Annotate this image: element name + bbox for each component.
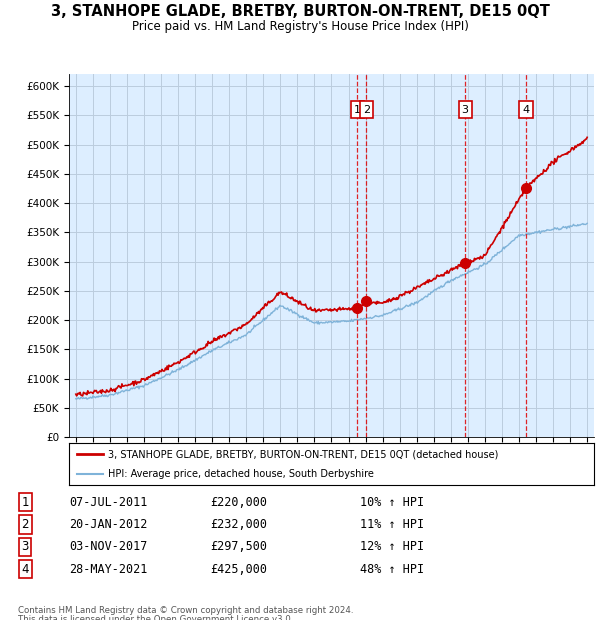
Text: 3: 3: [22, 541, 29, 553]
Text: 03-NOV-2017: 03-NOV-2017: [69, 541, 148, 553]
Text: 2: 2: [363, 105, 370, 115]
Text: 28-MAY-2021: 28-MAY-2021: [69, 563, 148, 575]
Text: 1: 1: [22, 496, 29, 508]
Text: 3: 3: [461, 105, 469, 115]
Text: 4: 4: [523, 105, 530, 115]
Text: 11% ↑ HPI: 11% ↑ HPI: [360, 518, 424, 531]
Text: HPI: Average price, detached house, South Derbyshire: HPI: Average price, detached house, Sout…: [109, 469, 374, 479]
Text: Contains HM Land Registry data © Crown copyright and database right 2024.: Contains HM Land Registry data © Crown c…: [18, 606, 353, 616]
Text: 10% ↑ HPI: 10% ↑ HPI: [360, 496, 424, 508]
Text: 07-JUL-2011: 07-JUL-2011: [69, 496, 148, 508]
Text: 48% ↑ HPI: 48% ↑ HPI: [360, 563, 424, 575]
Text: 1: 1: [354, 105, 361, 115]
Text: 4: 4: [22, 563, 29, 575]
Text: 12% ↑ HPI: 12% ↑ HPI: [360, 541, 424, 553]
Text: £232,000: £232,000: [210, 518, 267, 531]
Text: £220,000: £220,000: [210, 496, 267, 508]
Text: This data is licensed under the Open Government Licence v3.0.: This data is licensed under the Open Gov…: [18, 615, 293, 620]
Text: Price paid vs. HM Land Registry's House Price Index (HPI): Price paid vs. HM Land Registry's House …: [131, 20, 469, 33]
Text: £297,500: £297,500: [210, 541, 267, 553]
Text: 3, STANHOPE GLADE, BRETBY, BURTON-ON-TRENT, DE15 0QT: 3, STANHOPE GLADE, BRETBY, BURTON-ON-TRE…: [50, 4, 550, 19]
Text: 20-JAN-2012: 20-JAN-2012: [69, 518, 148, 531]
Text: £425,000: £425,000: [210, 563, 267, 575]
Text: 2: 2: [22, 518, 29, 531]
Text: 3, STANHOPE GLADE, BRETBY, BURTON-ON-TRENT, DE15 0QT (detached house): 3, STANHOPE GLADE, BRETBY, BURTON-ON-TRE…: [109, 450, 499, 459]
